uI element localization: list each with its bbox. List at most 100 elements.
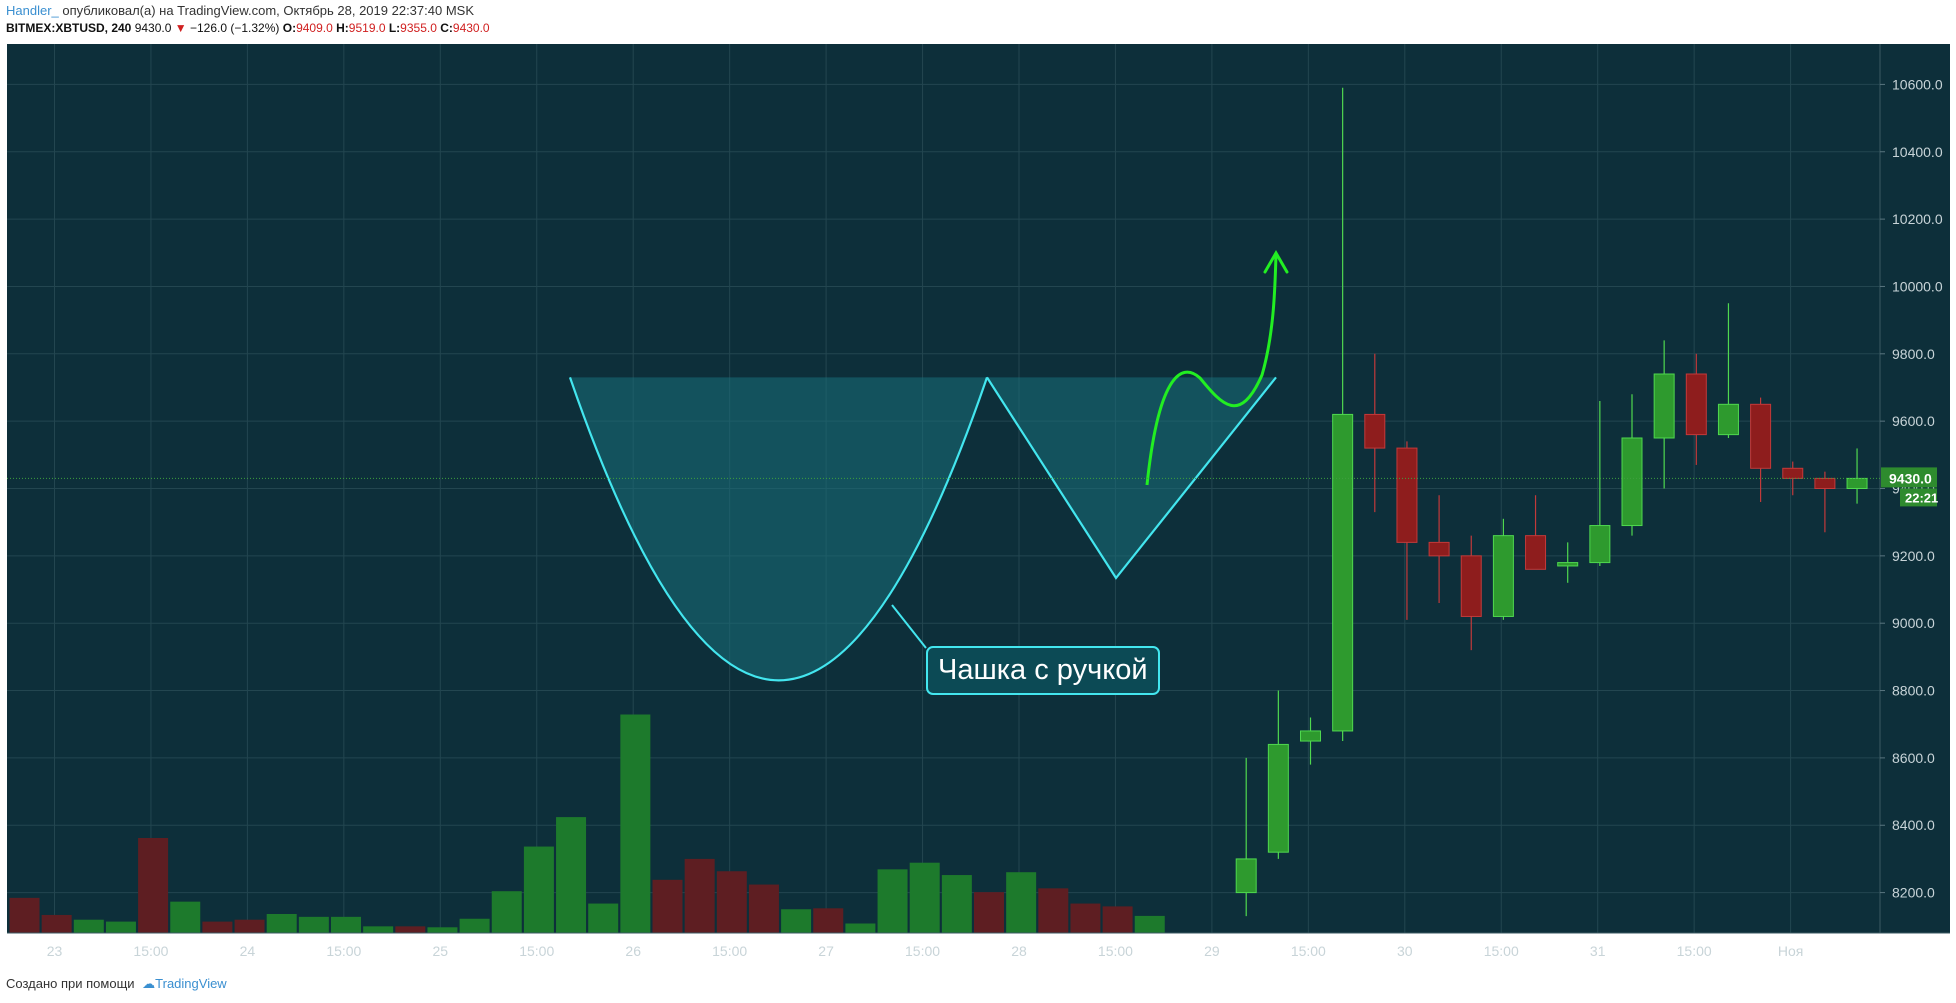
candle-body xyxy=(1653,373,1675,439)
volume-bar xyxy=(105,921,136,933)
price-tick-label: 10400.0 xyxy=(1892,144,1943,160)
candle-body xyxy=(1428,541,1450,557)
symbol-header: BITMEX:XBTUSD, 240 9430.0 ▼ −126.0 (−1.3… xyxy=(6,21,490,35)
candle-body xyxy=(1300,730,1321,742)
footer: Создано при помощи ☁TradingView xyxy=(6,976,227,992)
time-axis[interactable]: 23 15:00 24 15:00 25 15:00 26 15:00 27 15:00 28 15:… xyxy=(47,943,1804,959)
close-value: 9430.0 xyxy=(452,21,490,35)
candle-body xyxy=(1396,447,1418,543)
time-tick-label: 15:00 xyxy=(326,943,361,959)
volume-bar xyxy=(363,926,394,933)
volume-bar xyxy=(1070,903,1101,933)
volume-bar xyxy=(523,846,554,933)
open-value: 9409.0 xyxy=(296,21,333,35)
close-label: C: xyxy=(440,21,453,35)
price-change: −126.0 (−1.32%) xyxy=(189,21,280,35)
candle-body xyxy=(1717,403,1739,436)
volume-bar xyxy=(73,919,104,933)
last-price-box xyxy=(1881,467,1937,488)
volume-bar xyxy=(620,714,651,933)
tradingview-link[interactable]: TradingView xyxy=(155,976,227,991)
time-tick-label: 24 xyxy=(240,943,256,959)
volume-bar xyxy=(459,918,490,933)
volume-bar xyxy=(845,923,876,933)
high-label: H: xyxy=(336,21,349,35)
symbol-label: BITMEX:XBTUSD, 240 xyxy=(6,21,132,35)
candlesticks xyxy=(1235,87,1868,917)
candle-body xyxy=(1782,467,1804,479)
pattern-annotation-label[interactable]: Чашка с ручкой xyxy=(926,646,1160,695)
price-tick-label: 8400.0 xyxy=(1892,817,1935,833)
time-tick-label: 26 xyxy=(625,943,641,959)
time-tick-label: 15:00 xyxy=(519,943,554,959)
time-tick-label: 15:00 xyxy=(1677,943,1712,959)
time-tick-label: 15:00 xyxy=(1291,943,1326,959)
time-tick-label: Ноя xyxy=(1778,943,1803,959)
time-tick-label: 15:00 xyxy=(712,943,747,959)
time-tick-label: 28 xyxy=(1011,943,1027,959)
candle-body xyxy=(1557,562,1579,567)
candle-body xyxy=(1267,743,1289,853)
high-value: 9519.0 xyxy=(348,21,386,35)
volume-bar xyxy=(748,884,779,933)
price-tick-label: 9200.0 xyxy=(1892,548,1935,564)
volume-bar xyxy=(266,914,297,933)
volume-bar xyxy=(491,891,522,933)
price-tick-label: 10200.0 xyxy=(1892,211,1943,227)
volume-bar xyxy=(170,901,201,933)
price-axis[interactable]: 8200.08400.08600.08800.09000.09200.09400… xyxy=(1880,76,1943,901)
volume-bar xyxy=(941,875,972,933)
open-label: O: xyxy=(282,21,297,35)
footer-text: Создано при помощи xyxy=(6,976,135,991)
last-price-marker: 9430.0 22:21 xyxy=(7,467,1938,507)
tradingview-logo-icon: ☁ xyxy=(142,976,156,991)
candle-body xyxy=(1750,403,1772,469)
down-triangle-icon: ▼ xyxy=(174,21,187,35)
volume-bar xyxy=(395,926,426,933)
price-tick-label: 10600.0 xyxy=(1892,76,1943,92)
price-tick-label: 8800.0 xyxy=(1892,683,1935,699)
volume-bar xyxy=(684,858,715,933)
low-label: L: xyxy=(388,21,401,35)
time-tick-label: 27 xyxy=(818,943,834,959)
volume-bar xyxy=(974,892,1004,933)
publication-header: Handler_ опубликовал(а) на TradingView.c… xyxy=(6,3,474,18)
volume-bar xyxy=(331,916,361,933)
candle-body xyxy=(1814,477,1836,490)
volume-bar xyxy=(909,862,940,933)
volume-bar xyxy=(1006,872,1037,933)
time-tick-label: 23 xyxy=(47,943,63,959)
time-tick-label: 29 xyxy=(1204,943,1220,959)
time-tick-label: 15:00 xyxy=(1484,943,1519,959)
time-tick-label: 30 xyxy=(1397,943,1413,959)
volume-bar xyxy=(427,927,458,933)
price-tick-label: 8200.0 xyxy=(1892,885,1935,901)
arrow-path xyxy=(1145,254,1278,486)
cup-with-handle-pattern xyxy=(568,376,1277,682)
countdown-value: 22:21 xyxy=(1905,490,1938,505)
callout-pointer xyxy=(891,604,927,649)
volume-bar xyxy=(41,914,72,933)
volume-bar xyxy=(588,903,619,933)
volume-bar xyxy=(716,871,747,933)
candle-body xyxy=(1621,437,1643,527)
volume-bar xyxy=(781,909,812,933)
volume-bar xyxy=(877,869,908,933)
cup-curve xyxy=(568,377,989,682)
author-link[interactable]: Handler_ xyxy=(6,3,59,18)
candle-body xyxy=(1460,555,1482,617)
low-value: 9355.0 xyxy=(400,21,437,35)
volume-bar xyxy=(556,817,587,933)
last-price: 9430.0 xyxy=(134,21,172,35)
volume-bars xyxy=(9,714,1165,933)
published-info: опубликовал(а) на TradingView.com, Октяб… xyxy=(62,3,474,18)
candle-body xyxy=(1525,535,1547,570)
pattern-fill xyxy=(570,377,1276,681)
price-tick-label: 9000.0 xyxy=(1892,615,1935,631)
volume-bar xyxy=(138,838,169,933)
price-tick-label: 10000.0 xyxy=(1892,278,1943,294)
candle-body xyxy=(1685,373,1707,436)
volume-bar xyxy=(298,916,329,933)
time-tick-label: 15:00 xyxy=(133,943,168,959)
